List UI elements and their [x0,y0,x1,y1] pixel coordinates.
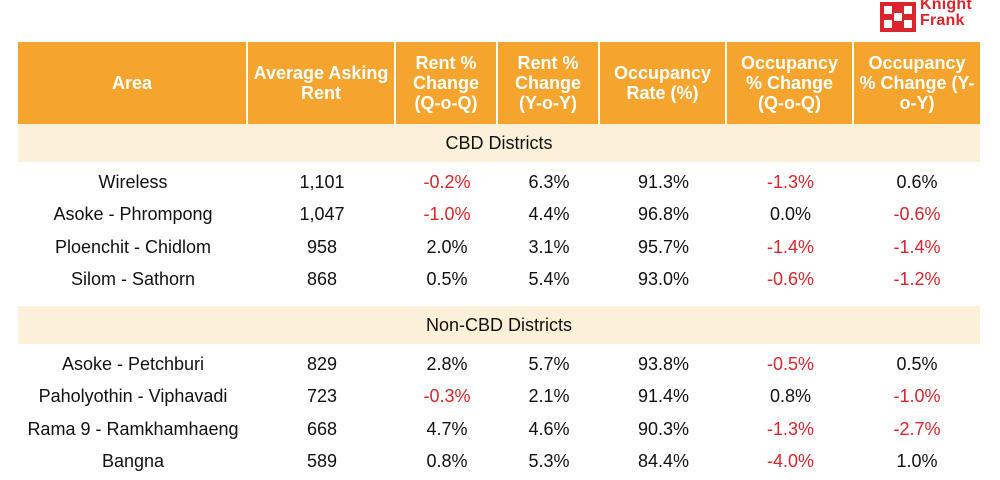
table-row: Asoke - Petchburi 829 2.8% 5.7% 93.8% -0.5% 0.… [18,344,980,381]
table-row: Rama 9 - Ramkhamhaeng 668 4.7% 4.6% 90.3% -1.… [18,413,980,446]
section-spacer [18,296,980,306]
column-header: Occupancy % Change (Q-o-Q) [727,42,854,124]
area-name-cell: Wireless [98,171,168,192]
value-cell: -1.0% [423,204,471,225]
value-cell: 1,101 [299,171,345,192]
value-cell: 4.4% [528,204,570,225]
value-cell: 0.6% [896,171,938,192]
value-cell: 589 [306,451,338,472]
section-title: CBD Districts [18,124,980,162]
column-header: Occupancy % Change (Y-o-Y) [854,42,980,124]
value-cell: 2.1% [528,386,570,407]
value-cell: -2.7% [893,418,941,439]
area-name-cell: Silom - Sathorn [70,269,196,290]
value-cell: 91.3% [637,171,690,192]
knight-frank-logo-mark-icon [880,2,916,32]
value-cell: 0.0% [769,204,812,225]
section-header-row: Non-CBD Districts [18,306,980,344]
area-name-cell: Asoke - Petchburi [61,353,205,374]
value-cell: -0.2% [423,171,471,192]
value-cell: 96.8% [637,204,690,225]
value-cell: -0.6% [893,204,941,225]
column-header: Average Asking Rent [248,42,396,124]
value-cell: 668 [306,418,338,439]
area-name-cell: Rama 9 - Ramkhamhaeng [27,418,239,439]
value-cell: 4.6% [528,418,570,439]
value-cell: -1.4% [893,236,941,257]
value-cell: 84.4% [637,451,690,472]
area-name-cell: Ploenchit - Chidlom [54,236,212,257]
area-name-cell: Bangna [101,451,165,472]
value-cell: 2.8% [426,353,468,374]
logo-text: Knight Frank [920,0,972,29]
table-row: Bangna 589 0.8% 5.3% 84.4% -4.0% 1.0% [18,446,980,479]
table-row: Silom - Sathorn 868 0.5% 5.4% 93.0% -0.6% -1.2… [18,264,980,297]
value-cell: -4.0% [766,451,815,472]
value-cell: 958 [306,236,338,257]
value-cell: 868 [306,269,338,290]
value-cell: 90.3% [637,418,690,439]
knight-frank-logo: Knight Frank [880,0,990,34]
value-cell: 2.0% [426,236,468,257]
value-cell: 1,047 [299,204,345,225]
value-cell: 723 [306,386,338,407]
value-cell: 91.4% [637,386,690,407]
table-row: Wireless 1,101 -0.2% 6.3% 91.3% -1.3% 0.6% [18,162,980,199]
logo-text-line2: Frank [920,12,965,29]
value-cell: -1.2% [893,269,941,290]
value-cell: 0.5% [896,353,938,374]
column-header: Occupancy Rate (%) [600,42,727,124]
value-cell: 5.3% [528,451,570,472]
value-cell: 6.3% [528,171,570,192]
value-cell: 5.4% [528,269,570,290]
section-spacer-cell [18,296,980,306]
section-title: Non-CBD Districts [18,306,980,344]
value-cell: -0.6% [766,269,815,290]
value-cell: 4.7% [426,418,468,439]
value-cell: 829 [306,353,338,374]
table-row: Ploenchit - Chidlom 958 2.0% 3.1% 95.7% -1.4%… [18,231,980,264]
table-row: Paholyothin - Viphavadi 723 -0.3% 2.1% 91.4%… [18,381,980,414]
value-cell: 93.8% [637,353,690,374]
value-cell: 95.7% [637,236,690,257]
section-header-row: CBD Districts [18,124,980,162]
value-cell: 93.0% [637,269,690,290]
value-cell: -1.3% [766,171,815,192]
area-name-cell: Paholyothin - Viphavadi [38,386,228,407]
value-cell: -0.3% [423,386,471,407]
value-cell: 0.8% [426,451,468,472]
office-rent-table: Area Average Asking Rent Rent % Change (Q-… [18,42,980,478]
column-header: Area [18,42,248,124]
value-cell: -0.5% [766,353,815,374]
value-cell: 3.1% [528,236,570,257]
value-cell: 5.7% [528,353,570,374]
area-name-cell: Asoke - Phrompong [53,204,213,225]
value-cell: -1.3% [766,418,815,439]
table-header-row: Area Average Asking Rent Rent % Change (Q-… [18,42,980,124]
value-cell: -1.0% [893,386,941,407]
logo-text-line1: Knight [920,0,972,13]
table-row: Asoke - Phrompong 1,047 -1.0% 4.4% 96.8% 0.0%… [18,199,980,232]
value-cell: 0.8% [769,386,812,407]
table-body: CBD Districts Wireless 1,101 -0.2% 6.3% 91.3%… [18,124,980,478]
value-cell: -1.4% [766,236,815,257]
column-header: Rent % Change (Y-o-Y) [498,42,600,124]
column-header: Rent % Change (Q-o-Q) [396,42,498,124]
value-cell: 1.0% [896,451,938,472]
value-cell: 0.5% [426,269,468,290]
